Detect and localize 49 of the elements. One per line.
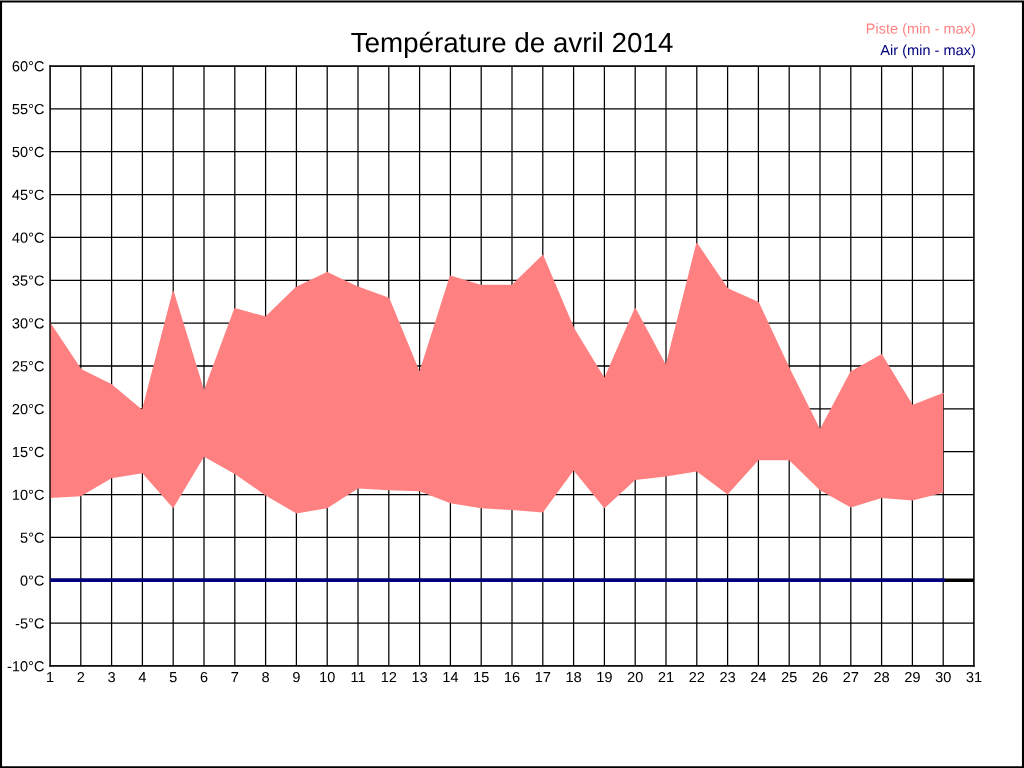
x-tick-label: 23 [720, 671, 736, 683]
x-tick-label: 30 [935, 671, 951, 683]
x-tick-label: 10 [320, 671, 335, 683]
y-tick-label: 20°C [12, 403, 44, 415]
x-tick-label: 7 [231, 672, 239, 683]
x-tick-label: 13 [412, 671, 428, 683]
y-tick-label: 25°C [12, 361, 44, 372]
y-tick-label: 35°C [12, 275, 44, 286]
y-tick-label: 40°C [12, 232, 44, 243]
chart-title: Température de avril 2014 [351, 31, 673, 58]
x-tick-label: 27 [843, 671, 859, 683]
y-tick-label: 0°C [20, 575, 44, 586]
x-tick-label: 17 [535, 672, 551, 683]
text: Air (min - max) [880, 44, 975, 59]
x-tick-label: 14 [443, 672, 459, 683]
x-tick-label: 11 [351, 672, 365, 683]
x-tick-label: 5 [169, 672, 177, 683]
x-tick-label: 24 [751, 671, 767, 683]
y-tick-label: 45°C [12, 189, 44, 200]
x-tick-label: 2 [77, 671, 85, 683]
y-tick-label: 30°C [12, 318, 44, 329]
x-tick-label: 21 [658, 671, 674, 683]
x-tick-label: 9 [293, 671, 300, 683]
x-tick-label: 28 [874, 671, 890, 683]
x-tick-label: 26 [812, 671, 828, 683]
x-tick-label: 20 [627, 671, 643, 683]
text: Piste (min - max) [866, 23, 975, 37]
x-tick-label: 3 [108, 671, 116, 683]
y-tick-label: 5°C [20, 532, 44, 543]
y-tick-label: 15°C [12, 446, 44, 458]
y-tick-label: 10°C [12, 489, 44, 500]
x-tick-label: 19 [597, 671, 612, 683]
y-tick-label: -5°C [15, 618, 44, 629]
x-tick-label: 1 [47, 672, 54, 683]
x-tick-label: 18 [566, 671, 582, 683]
x-tick-label: 8 [262, 671, 270, 683]
x-tick-label: 31 [966, 671, 982, 683]
x-tick-label: 12 [381, 671, 397, 683]
y-tick-label: 55°C [12, 103, 44, 115]
y-tick-label: 50°C [12, 146, 44, 158]
x-tick-label: 4 [138, 672, 147, 683]
y-tick-label: -10°C [7, 661, 44, 672]
x-tick-label: 6 [200, 671, 208, 683]
y-tick-label: 60°C [12, 61, 44, 72]
x-tick-label: 25 [781, 671, 797, 683]
x-tick-label: 15 [474, 672, 489, 683]
x-tick-label: 29 [905, 671, 920, 683]
x-tick-label: 16 [505, 671, 520, 683]
x-tick-label: 22 [689, 671, 705, 683]
